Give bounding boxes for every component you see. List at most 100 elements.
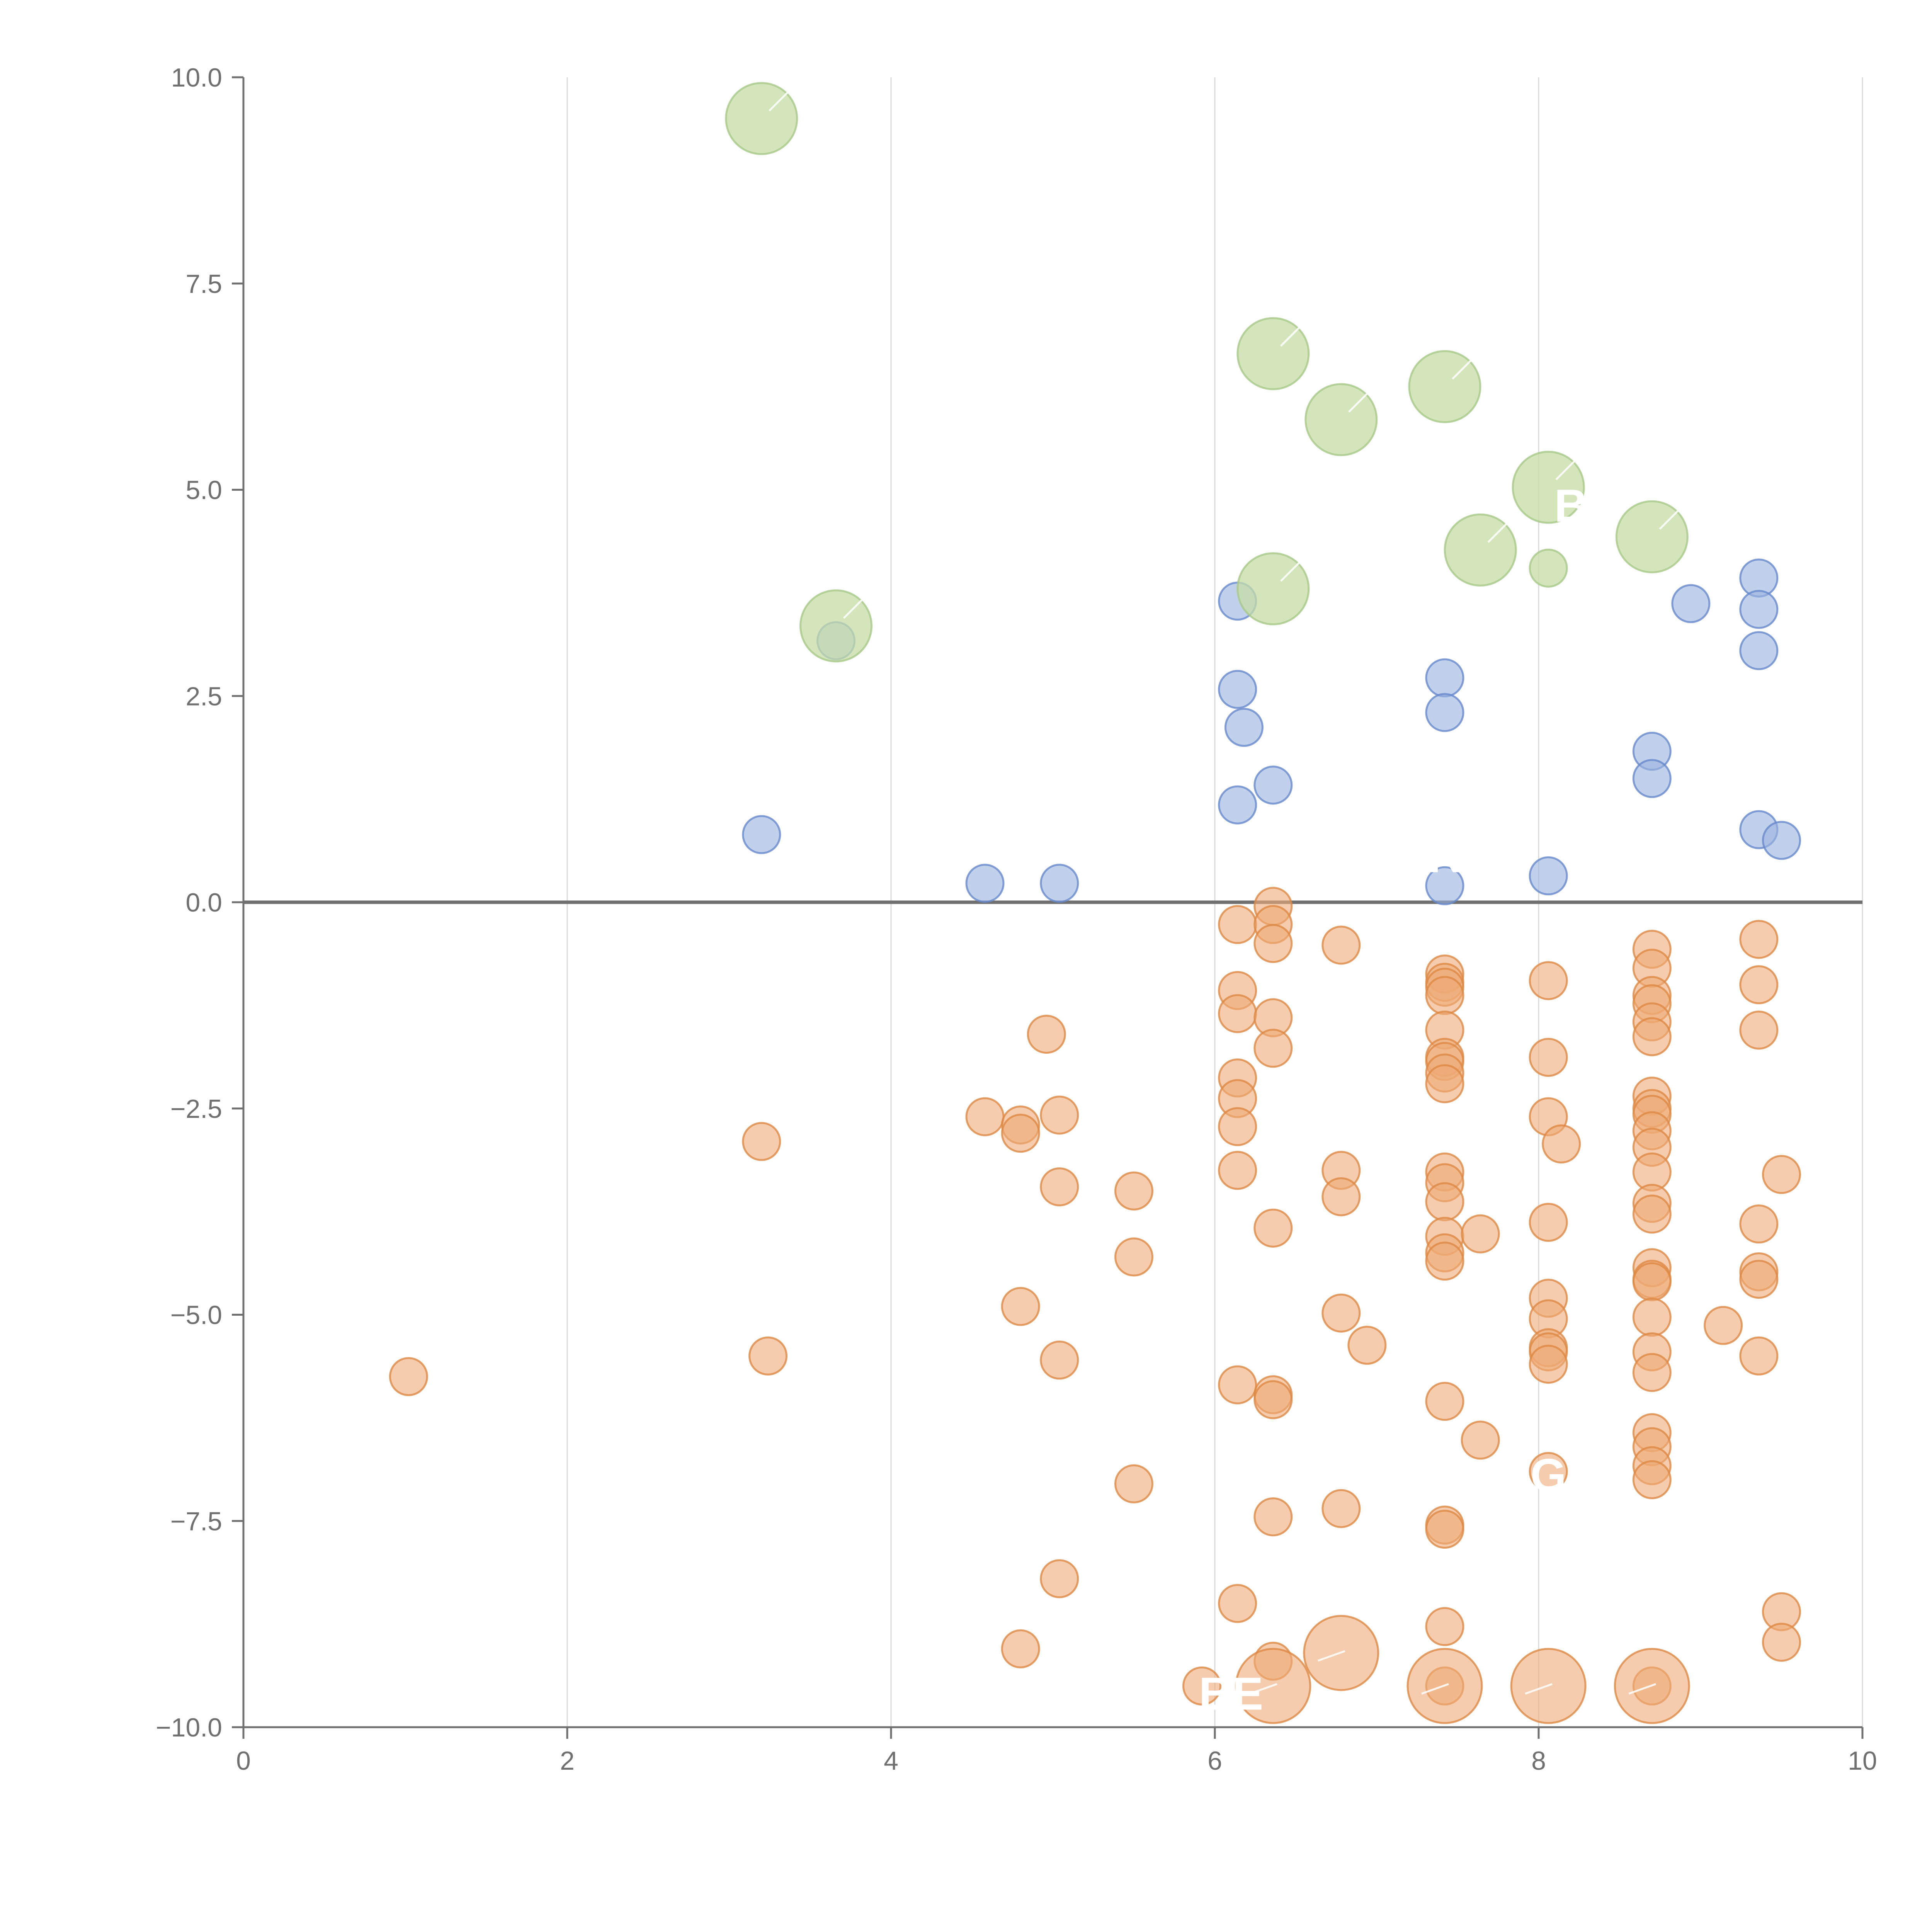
bubble-s0-9 bbox=[1040, 1095, 1079, 1135]
bubble-s0-107 bbox=[1739, 1336, 1779, 1376]
x-tick-label-1: 2 bbox=[560, 1746, 575, 1776]
bubble-s0-67 bbox=[1529, 1202, 1568, 1242]
bubble-s0-23 bbox=[1218, 1151, 1257, 1190]
bubble-s0-98 bbox=[1632, 1460, 1672, 1499]
bubble-s0-2 bbox=[748, 1336, 788, 1376]
label-layer: R G BE B bbox=[769, 90, 1680, 1720]
bubble-s1-11 bbox=[1425, 866, 1464, 905]
bubble-s0-22 bbox=[1218, 1107, 1257, 1146]
leader-hl-9 bbox=[1659, 509, 1680, 530]
x-tick-label-4: 8 bbox=[1531, 1746, 1546, 1776]
bubble-s0-5 bbox=[1001, 1114, 1040, 1153]
bubble-s0-101 bbox=[1739, 920, 1779, 959]
bubble-s1-12 bbox=[1529, 856, 1568, 896]
bubble-s0-16 bbox=[1182, 1666, 1221, 1706]
bubble-s0-62 bbox=[1461, 1214, 1500, 1253]
bubble-s0-25 bbox=[1218, 1584, 1257, 1623]
leader-hl-3 bbox=[1280, 561, 1301, 582]
bubble-s0-41 bbox=[1347, 1325, 1387, 1365]
bubble-s0-6 bbox=[1001, 1287, 1040, 1326]
bubble-s0-34 bbox=[1253, 1497, 1293, 1537]
bubble-s0-72 bbox=[1529, 1345, 1568, 1384]
bubble-s0-53 bbox=[1425, 1182, 1464, 1221]
bubble-s1-5 bbox=[1218, 670, 1257, 709]
bubble-s0-3 bbox=[965, 1097, 1005, 1136]
y-tick-label-3: 2.5 bbox=[185, 682, 222, 711]
bubble-s0-110 bbox=[1762, 1622, 1801, 1662]
bubble-s1-18 bbox=[1739, 631, 1779, 670]
leader-hl-7 bbox=[1555, 459, 1576, 480]
bubble-s0-28 bbox=[1253, 924, 1293, 963]
bubble-s1-15 bbox=[1671, 584, 1711, 623]
bubble-s0-31 bbox=[1253, 1208, 1293, 1248]
leader-hl-1 bbox=[843, 598, 864, 619]
bubble-s0-50 bbox=[1425, 1064, 1464, 1104]
bubble-s0-102 bbox=[1739, 965, 1779, 1004]
bubble-layer bbox=[389, 82, 1801, 1724]
bubble-s0-33 bbox=[1253, 1380, 1293, 1419]
bubble-s0-63 bbox=[1461, 1420, 1500, 1460]
leader-big-2 bbox=[1421, 1683, 1449, 1695]
bubble-s0-88 bbox=[1632, 1194, 1672, 1234]
bubble-s0-57 bbox=[1425, 1382, 1464, 1421]
y-tick-label-1: 7.5 bbox=[185, 269, 222, 299]
y-tick-label-4: 0.0 bbox=[185, 888, 222, 917]
bubble-s0-17 bbox=[1218, 905, 1257, 944]
y-tick-label-7: −7.5 bbox=[170, 1507, 222, 1536]
y-tick-label-8: −10.0 bbox=[156, 1713, 222, 1742]
bubble-s0-39 bbox=[1321, 1293, 1361, 1333]
leader-hl-6 bbox=[1487, 522, 1508, 543]
bubble-s0-19 bbox=[1218, 994, 1257, 1033]
bubble-s0-40 bbox=[1321, 1489, 1361, 1528]
bubble-s0-64 bbox=[1529, 961, 1568, 1000]
bubble-s1-10 bbox=[1425, 693, 1464, 732]
bubble-s1-8 bbox=[1253, 765, 1293, 805]
bubble-s0-104 bbox=[1739, 1204, 1779, 1244]
bubble-s0-11 bbox=[1040, 1340, 1079, 1380]
bubble-s0-45 bbox=[1425, 976, 1464, 1015]
bubble-s1-17 bbox=[1739, 590, 1779, 629]
bubble-s1-2 bbox=[965, 864, 1005, 903]
leader-big-3 bbox=[1525, 1683, 1553, 1695]
y-tick-label-6: −5.0 bbox=[170, 1301, 222, 1330]
bubble-s0-94 bbox=[1632, 1353, 1672, 1392]
bubble-s0-106 bbox=[1739, 1260, 1779, 1299]
bubble-s0-59 bbox=[1425, 1510, 1464, 1549]
annotation-3: B bbox=[1554, 480, 1588, 532]
bubble-s1-3 bbox=[1040, 864, 1079, 903]
bubble-s0-91 bbox=[1632, 1262, 1672, 1301]
x-tick-label-3: 6 bbox=[1208, 1746, 1222, 1776]
x-tick-label-2: 4 bbox=[884, 1746, 898, 1776]
annotation-2: BE bbox=[1199, 1668, 1264, 1720]
bubble-s1-20 bbox=[1762, 821, 1801, 860]
bubble-s0-60 bbox=[1425, 1607, 1464, 1646]
bubble-s0-100 bbox=[1704, 1306, 1743, 1345]
y-tick-label-0: 10.0 bbox=[171, 63, 222, 92]
bubble-s2-8 bbox=[1529, 548, 1568, 588]
bubble-s0-7 bbox=[1001, 1629, 1040, 1668]
bubble-s0-10 bbox=[1040, 1167, 1079, 1207]
bubble-s0-74 bbox=[1542, 1124, 1581, 1164]
bubble-s1-9 bbox=[1425, 658, 1464, 697]
bubble-s0-92 bbox=[1632, 1298, 1672, 1337]
leader-hl-0 bbox=[769, 90, 789, 112]
bubble-s1-14 bbox=[1632, 759, 1672, 798]
bubble-s0-73 bbox=[1529, 1452, 1568, 1491]
bubble-s0-36 bbox=[1321, 925, 1361, 965]
y-tick-label-2: 5.0 bbox=[185, 476, 222, 505]
annotation-1: G bbox=[1530, 1449, 1566, 1501]
bubble-s0-103 bbox=[1739, 1010, 1779, 1050]
bubble-s0-14 bbox=[1114, 1237, 1153, 1277]
bubble-s0-30 bbox=[1253, 1029, 1293, 1068]
bubble-s0-108 bbox=[1762, 1155, 1801, 1194]
x-tick-label-0: 0 bbox=[236, 1746, 251, 1776]
leader-hl-5 bbox=[1452, 359, 1473, 380]
bubble-s1-6 bbox=[1218, 785, 1257, 825]
bubble-s1-0 bbox=[742, 815, 781, 854]
annotation-0: R bbox=[1428, 831, 1462, 883]
leader-hl-2 bbox=[1280, 326, 1301, 347]
bubble-s0-15 bbox=[1114, 1464, 1153, 1503]
bubble-s0-56 bbox=[1425, 1242, 1464, 1281]
bubble-s1-7 bbox=[1224, 707, 1264, 747]
